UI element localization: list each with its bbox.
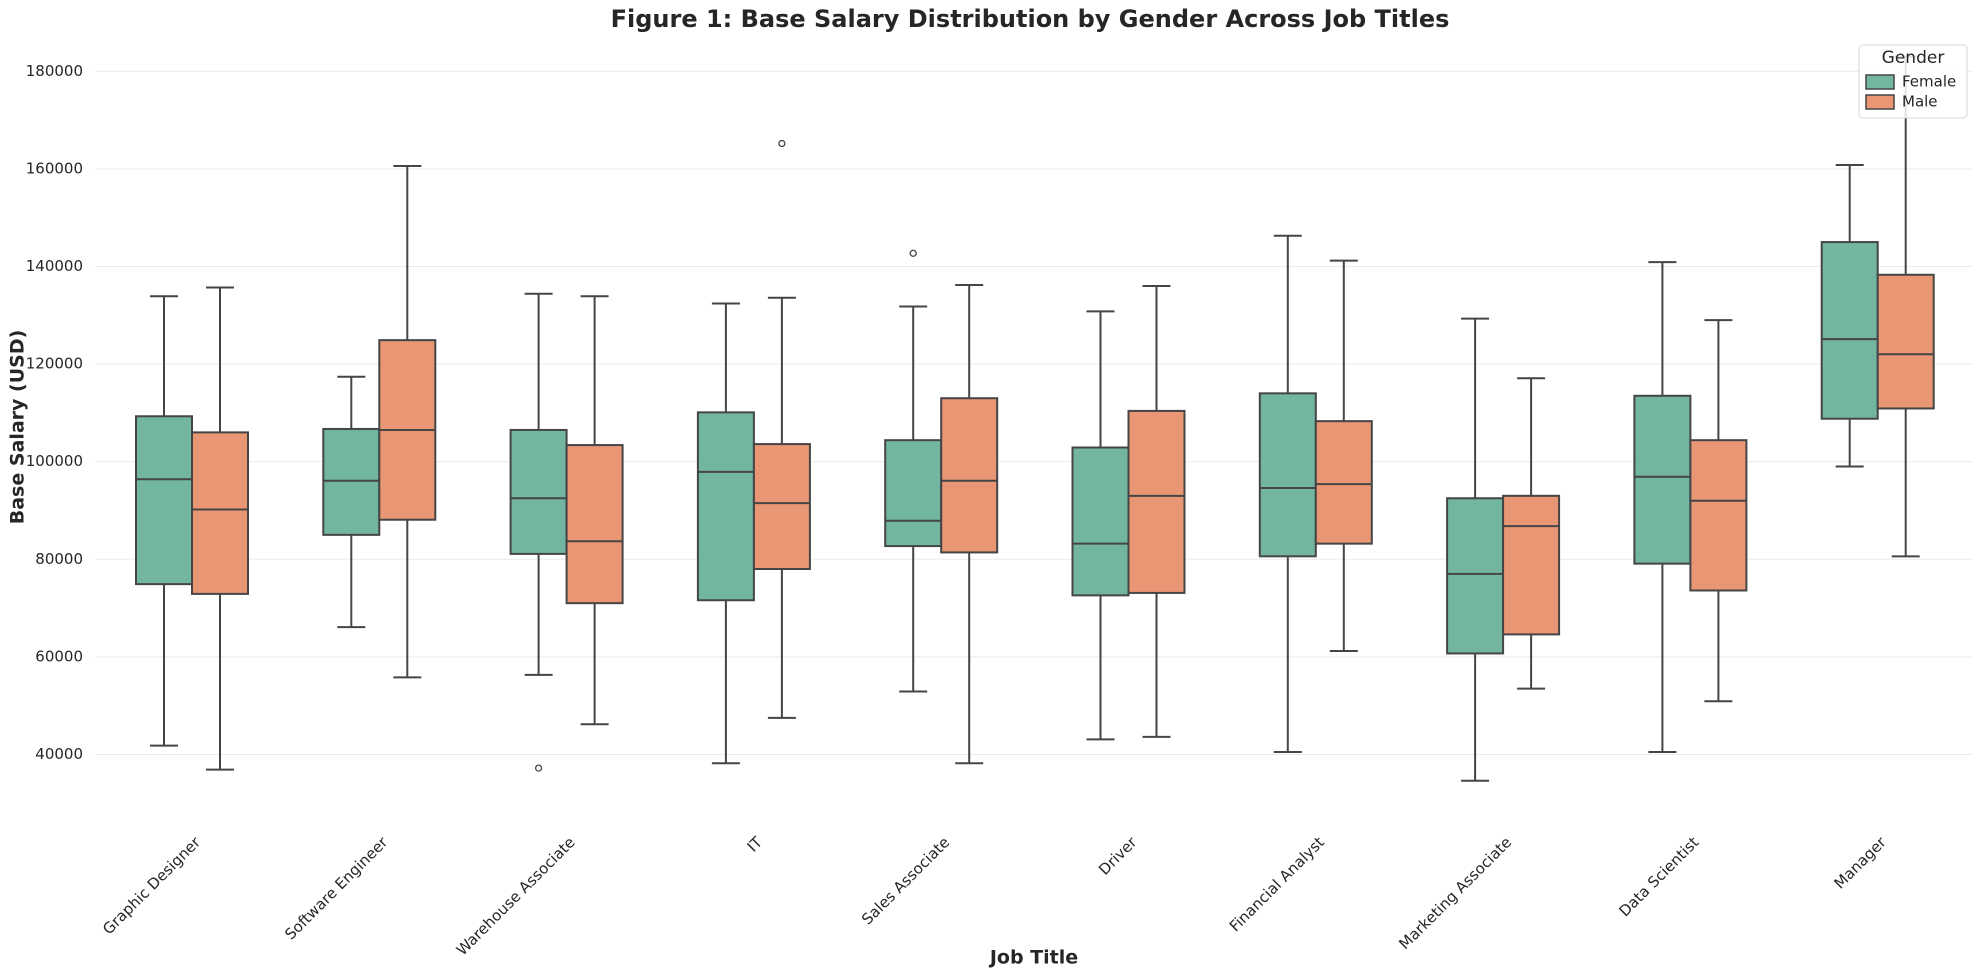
- box: [1502, 494, 1561, 636]
- outlier: [534, 764, 543, 772]
- box: [1314, 420, 1373, 545]
- x-tick-label: Marketing Associate: [1395, 833, 1515, 953]
- outlier: [778, 139, 786, 148]
- box: [1689, 439, 1748, 592]
- box: [884, 439, 943, 548]
- x-tick-label: Software Engineer: [281, 833, 392, 944]
- y-axis-label: Base Salary (USD): [7, 330, 29, 525]
- y-tick-label: 100000: [26, 452, 83, 470]
- x-tick-label: Manager: [1830, 833, 1890, 893]
- box: [752, 443, 811, 571]
- x-tick-label: Sales Associate: [858, 833, 953, 928]
- box: [696, 411, 755, 602]
- legend: Gender Female Male: [1858, 44, 1968, 119]
- box: [322, 427, 381, 536]
- box: [135, 415, 193, 586]
- y-tick-label: 160000: [26, 159, 83, 177]
- y-tick-label: 140000: [26, 257, 83, 275]
- x-tick-label: Driver: [1095, 833, 1141, 879]
- box: [191, 431, 249, 595]
- x-tick-label: IT: [744, 833, 767, 856]
- x-tick-label: Financial Analyst: [1226, 833, 1328, 935]
- x-tick-label: Graphic Designer: [99, 833, 205, 939]
- y-tick-label: 180000: [26, 62, 83, 80]
- box: [1633, 394, 1692, 565]
- legend-title: Gender: [1882, 48, 1945, 68]
- plot-area: Graphic Designer Software Engineer Warehou…: [99, 55, 1935, 959]
- box: [1820, 241, 1879, 420]
- box: [1258, 392, 1317, 558]
- chart-title: Figure 1: Base Salary Distribution by Ge…: [611, 5, 1450, 33]
- x-tick-label: Data Scientist: [1615, 833, 1702, 920]
- box: [940, 397, 999, 554]
- box: [565, 444, 624, 605]
- grid: 40000 60000 80000 100000 120000 140000 160000 1…: [26, 62, 1972, 763]
- legend-label: Male: [1902, 93, 1938, 111]
- y-tick-label: 80000: [35, 550, 83, 568]
- legend-label: Female: [1902, 73, 1956, 91]
- legend-swatch: [1865, 94, 1895, 110]
- y-tick-label: 60000: [35, 647, 83, 665]
- x-axis-label: Job Title: [988, 947, 1078, 969]
- box: [1071, 446, 1130, 597]
- box: [509, 428, 568, 555]
- box: [1446, 497, 1505, 655]
- box: [1127, 409, 1186, 594]
- y-tick-label: 40000: [35, 745, 83, 763]
- y-tick-label: 120000: [26, 355, 83, 373]
- box: [1876, 273, 1935, 410]
- outlier: [909, 249, 917, 257]
- legend-swatch: [1865, 74, 1895, 90]
- x-tick-label: Warehouse Associate: [453, 833, 579, 959]
